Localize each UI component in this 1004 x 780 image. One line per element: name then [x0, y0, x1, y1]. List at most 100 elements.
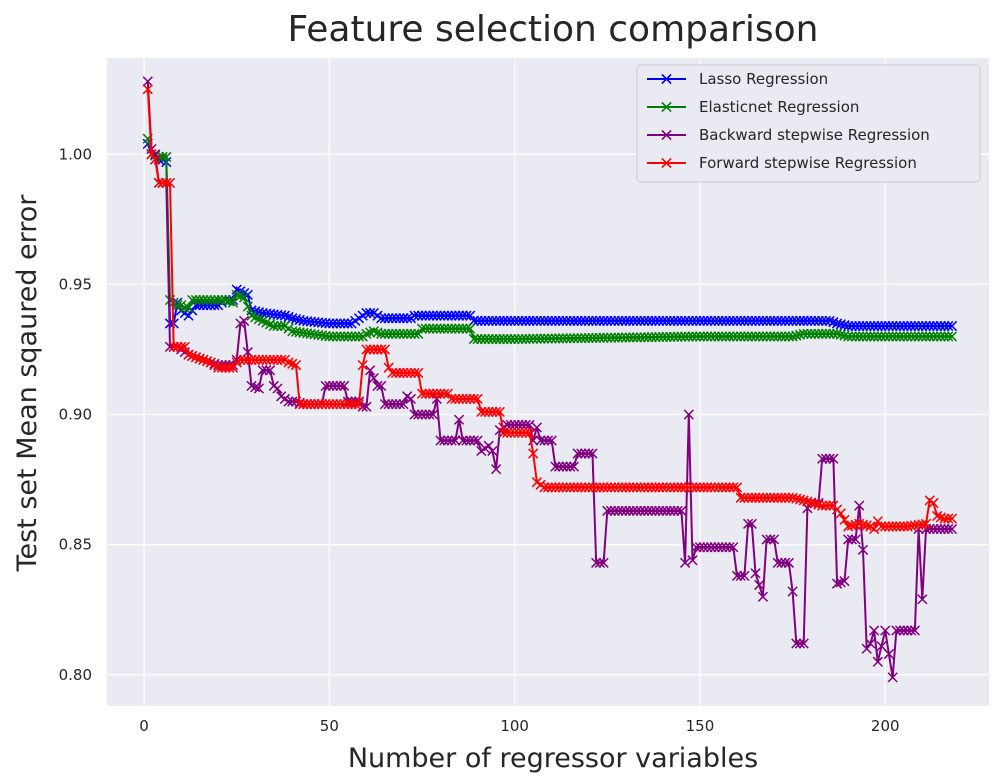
data-point-marker — [880, 331, 891, 342]
data-point-marker — [661, 315, 672, 326]
data-point-marker — [539, 435, 550, 446]
data-point-marker — [665, 315, 676, 326]
data-point-marker — [435, 323, 446, 334]
data-point-marker — [868, 320, 880, 332]
data-point-marker — [153, 177, 165, 189]
data-point-marker — [550, 461, 561, 472]
data-point-marker — [742, 518, 754, 529]
data-point-marker — [309, 398, 320, 410]
data-point-marker — [757, 315, 769, 326]
data-point-marker — [335, 398, 346, 410]
data-point-marker — [413, 310, 424, 321]
data-point-marker — [161, 151, 172, 163]
data-point-marker — [894, 320, 906, 332]
data-point-marker — [587, 315, 598, 326]
data-point-marker — [709, 542, 720, 553]
data-point-marker — [687, 331, 698, 342]
data-point-marker — [172, 300, 183, 311]
data-point-marker — [457, 435, 468, 446]
data-point-marker — [768, 331, 780, 342]
data-point-marker — [339, 318, 350, 329]
data-point-marker — [479, 333, 491, 345]
data-point-marker — [876, 331, 887, 342]
data-point-marker — [509, 333, 520, 345]
data-point-marker — [794, 638, 806, 649]
data-point-marker — [235, 290, 246, 302]
data-point-marker — [694, 542, 706, 553]
data-point-marker — [728, 331, 739, 342]
data-point-marker — [405, 328, 417, 339]
data-point-marker — [483, 315, 494, 326]
data-point-marker — [461, 310, 472, 321]
data-point-marker — [431, 310, 442, 321]
data-point-marker — [613, 482, 624, 493]
data-point-marker — [631, 505, 643, 516]
data-point-marker — [943, 513, 954, 524]
x-tick-label: 200 — [871, 717, 900, 735]
data-point-marker — [746, 331, 757, 342]
data-point-marker — [639, 482, 650, 493]
data-point-marker — [576, 448, 587, 459]
data-point-marker — [861, 520, 872, 531]
data-point-marker — [620, 482, 631, 493]
data-point-marker — [728, 315, 739, 326]
data-point-marker — [591, 482, 602, 493]
data-point-marker — [565, 461, 576, 472]
data-point-marker — [809, 328, 820, 339]
data-point-marker — [802, 328, 813, 339]
data-point-marker — [342, 331, 354, 342]
data-point-marker — [416, 388, 428, 399]
data-point-marker — [642, 332, 654, 343]
data-point-marker — [665, 505, 676, 516]
data-point-marker — [642, 482, 654, 493]
data-point-marker — [902, 320, 913, 332]
data-point-marker — [194, 353, 205, 364]
data-point-marker — [487, 333, 498, 345]
data-point-marker — [887, 320, 898, 332]
data-point-marker — [190, 352, 202, 363]
data-point-marker — [394, 313, 405, 324]
data-point-marker — [813, 328, 824, 339]
data-point-marker — [616, 505, 628, 516]
data-point-marker — [824, 500, 835, 511]
data-point-marker — [628, 505, 639, 516]
data-point-marker — [913, 320, 924, 332]
data-point-marker — [313, 398, 324, 410]
data-point-marker — [835, 508, 846, 519]
data-point-marker — [654, 482, 665, 493]
data-point-marker — [535, 435, 546, 446]
data-point-marker — [364, 365, 376, 376]
data-point-marker — [594, 557, 606, 568]
data-point-marker — [198, 354, 209, 366]
data-point-marker — [350, 398, 361, 410]
data-point-marker — [920, 331, 932, 342]
series-forward-stepwise-regression — [142, 84, 958, 535]
data-point-marker — [631, 315, 643, 326]
data-point-marker — [583, 448, 594, 459]
data-point-marker — [665, 331, 676, 343]
data-point-marker — [390, 313, 402, 324]
data-point-marker — [172, 341, 183, 352]
data-point-marker — [846, 320, 858, 332]
data-point-marker — [238, 354, 250, 366]
data-point-marker — [450, 393, 461, 405]
data-point-marker — [602, 332, 613, 343]
data-point-marker — [487, 406, 498, 418]
data-point-marker — [187, 294, 198, 306]
data-point-marker — [572, 482, 583, 493]
data-point-marker — [683, 482, 694, 493]
data-point-marker — [442, 310, 454, 321]
data-point-marker — [802, 315, 813, 326]
data-point-marker — [424, 388, 435, 399]
data-point-marker — [676, 315, 687, 326]
data-point-marker — [379, 398, 391, 410]
data-point-marker — [698, 542, 709, 553]
data-point-marker — [765, 492, 776, 503]
data-point-marker — [624, 332, 635, 343]
data-point-marker — [798, 328, 809, 339]
y-tick-label: 1.00 — [59, 145, 92, 163]
data-point-marker — [190, 294, 202, 306]
data-point-marker — [246, 380, 257, 392]
data-point-marker — [917, 594, 928, 605]
data-point-marker — [142, 76, 153, 87]
